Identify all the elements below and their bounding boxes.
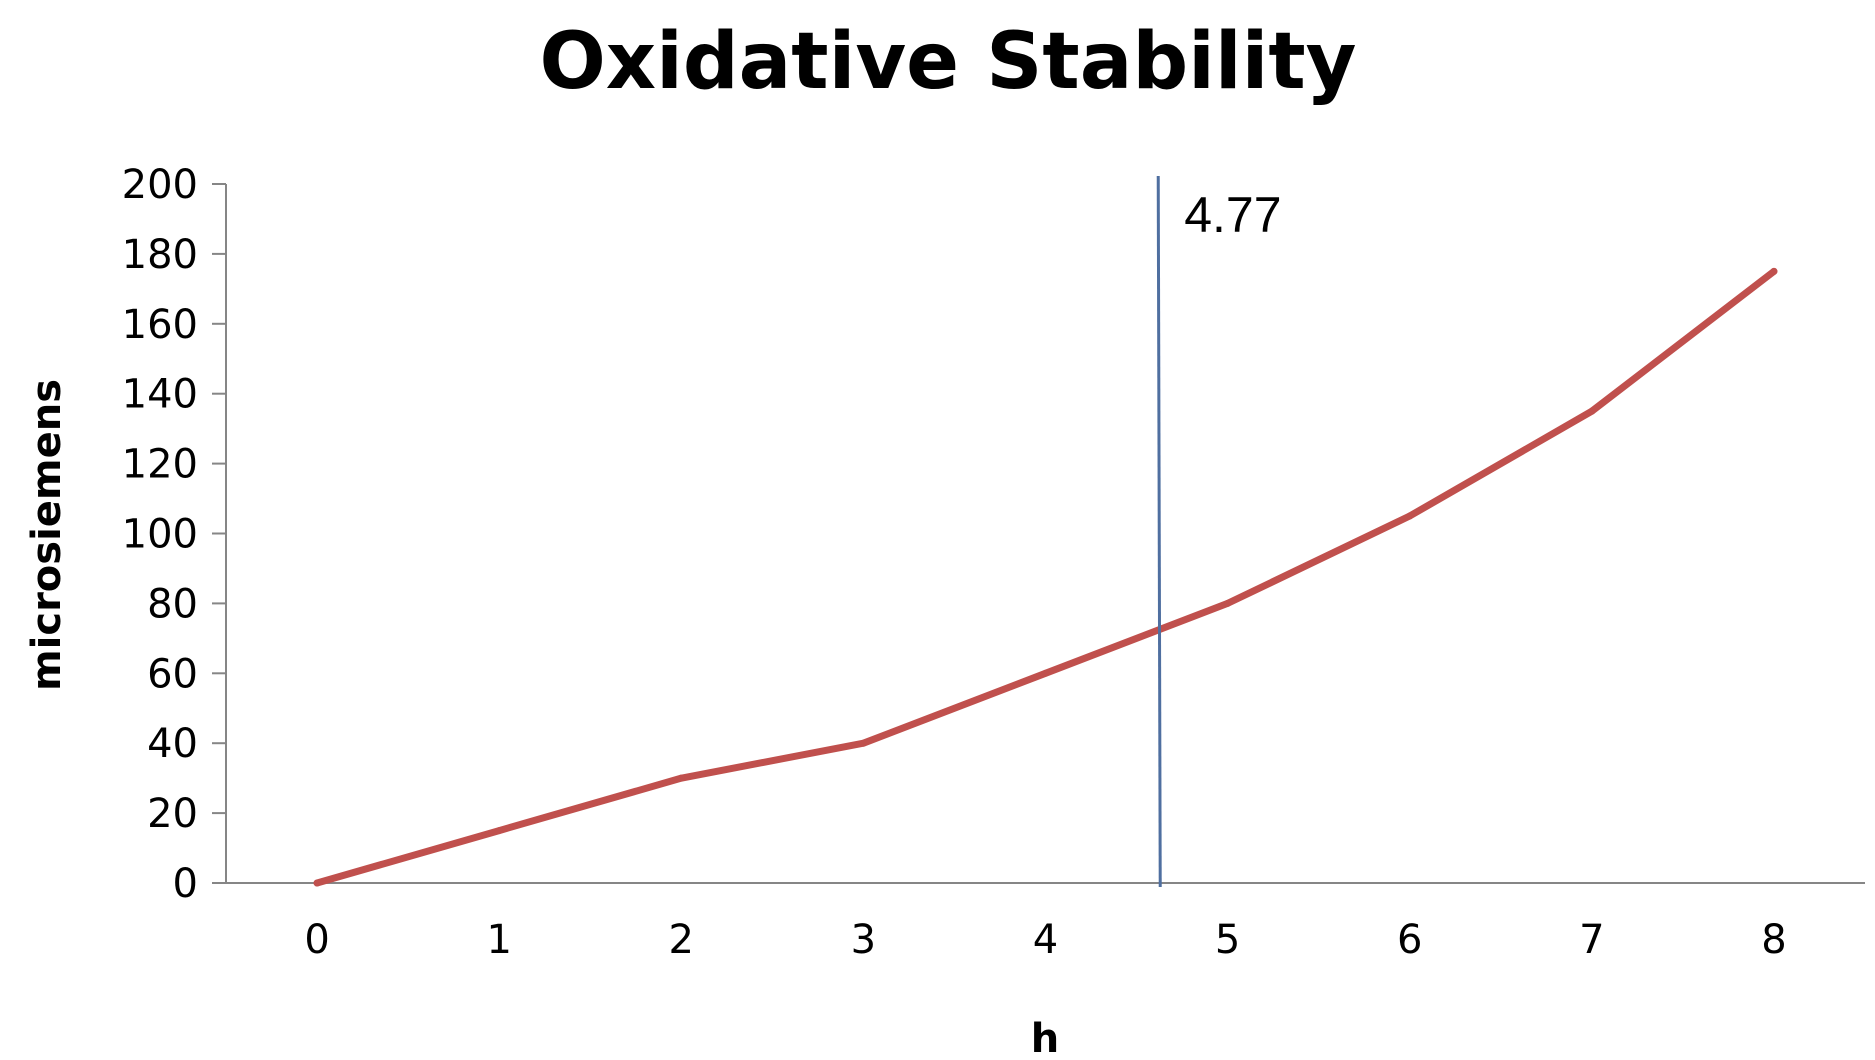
x-tick-label: 8: [1761, 917, 1786, 963]
x-tick-label: 7: [1579, 917, 1604, 963]
y-tick-label: 100: [122, 512, 198, 558]
annotation-label: 4.77: [1184, 187, 1281, 243]
x-tick-label: 3: [851, 917, 876, 963]
y-tick-label: 180: [122, 232, 198, 278]
annotation-layer: 4.77: [1156, 175, 1282, 888]
y-tick-label: 140: [122, 372, 198, 418]
y-tick-label: 20: [147, 791, 198, 837]
chart-title: Oxidative Stability: [539, 17, 1356, 107]
data-point: [1042, 669, 1049, 677]
y-tick-label: 120: [122, 442, 198, 488]
y-tick-label: 160: [122, 302, 198, 348]
data-point: [859, 739, 867, 747]
y-tick-label: 0: [173, 861, 198, 907]
y-tick-label: 80: [147, 581, 198, 627]
data-point: [1588, 407, 1596, 415]
data-point: [1770, 267, 1778, 275]
x-axis: 0 1 2 3 4 5 6 7 8: [226, 882, 1865, 963]
series-layer: [313, 267, 1778, 887]
y-axis: 0 20 40 60 80 100 120 140 160 180 200: [122, 162, 227, 907]
x-tick-label: 5: [1215, 917, 1240, 963]
annotation-line: [1156, 175, 1162, 888]
data-point: [313, 879, 321, 887]
series-line: [313, 267, 1778, 887]
y-tick-label: 40: [147, 721, 198, 767]
data-point: [1406, 512, 1414, 520]
x-tick-label: 1: [486, 917, 511, 963]
data-point: [495, 827, 503, 835]
x-tick-label: 2: [669, 917, 694, 963]
data-point: [1224, 599, 1232, 607]
x-tick-label: 4: [1033, 917, 1058, 963]
y-tick-label: 60: [147, 651, 198, 697]
y-tick-label: 200: [122, 162, 198, 208]
x-tick-label: 0: [304, 917, 329, 963]
y-axis-title: microsiemens: [24, 379, 70, 691]
x-axis-title: h: [1031, 1016, 1059, 1060]
x-tick-label: 6: [1397, 917, 1422, 963]
data-point: [677, 774, 685, 782]
